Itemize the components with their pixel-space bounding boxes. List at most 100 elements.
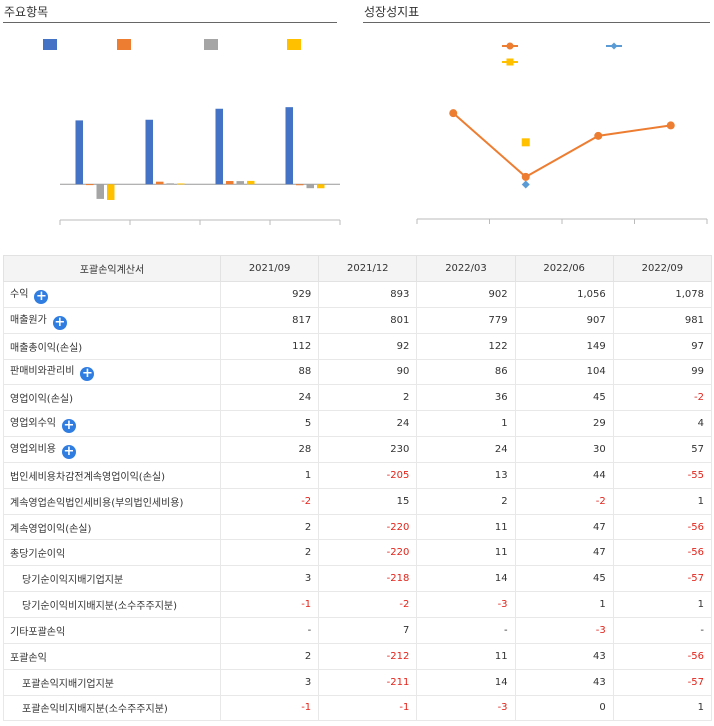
legend-marker-영업이익증가율: [610, 42, 618, 50]
value-cell: 28: [219, 436, 320, 463]
value-cell: 112: [219, 332, 320, 360]
series-line-매출액증가율: [452, 112, 671, 179]
expand-plus-icon[interactable]: +: [62, 418, 76, 434]
value-cell: 907: [514, 306, 614, 334]
value-cell: -56: [612, 642, 713, 670]
value-cell: 15: [318, 487, 418, 515]
bar-영업이익-2021-12: [86, 184, 94, 186]
row-label: 포괄손익지배기업지분: [22, 678, 114, 690]
bar-영업이익-2022-06: [226, 181, 234, 185]
main-items-bar-chart: [43, 39, 341, 225]
row-label: 법인세비용차감전계속영업이익(손실): [10, 471, 166, 483]
table-header-period: 2022/09: [612, 255, 713, 282]
value-cell: -2: [219, 487, 320, 515]
row-label-cell: 포괄손익비지배지분(소수주주지분): [3, 694, 221, 722]
value-cell: 2: [219, 642, 320, 670]
value-cell: 45: [514, 384, 614, 412]
bar-영업이익-2022-03: [156, 181, 164, 185]
value-cell: 1,078: [612, 281, 713, 308]
value-cell: 97: [612, 332, 713, 360]
value-cell: 86: [416, 358, 516, 386]
value-cell: -56: [612, 513, 713, 541]
row-label: 포괄손익비지배지분(소수주주지분): [22, 704, 168, 716]
bar-세전이익-2022-03: [166, 183, 174, 185]
table-row: 당기순이익비지배지분(소수주주지분) -1 -2 -3 1 1: [3, 591, 713, 618]
row-label-cell: 당기순이익지배기업지분: [3, 565, 221, 593]
table-row: 수익 +929 893 902 1,056 1,078: [3, 281, 713, 308]
row-label-cell: 포괄손익: [3, 642, 221, 670]
row-label: 영업이익(손실): [10, 394, 74, 406]
row-label: 영업외수익: [10, 418, 56, 430]
value-cell: 1,056: [514, 281, 614, 308]
value-cell: -57: [612, 565, 713, 593]
value-cell: -220: [318, 539, 418, 567]
value-cell: 4: [612, 410, 713, 438]
table-row: 판매비와관리비 +88 90 86 104 99: [3, 358, 713, 386]
row-label-cell: 영업외비용 +: [3, 436, 221, 463]
value-cell: 779: [416, 306, 516, 334]
row-label-cell: 법인세비용차감전계속영업이익(손실): [3, 461, 221, 489]
left-panel-title-rule: [3, 22, 337, 23]
table-row: 포괄손익지배기업지분 3 -211 14 43 -57: [3, 668, 713, 696]
value-cell: -2: [514, 487, 614, 515]
row-label: 영업외비용: [10, 443, 56, 455]
right-panel-title-rule: [363, 22, 710, 23]
row-label: 판매비와관리비: [10, 366, 75, 378]
right-panel-title: 성장성지표: [364, 5, 420, 19]
expand-plus-icon[interactable]: +: [52, 314, 67, 330]
value-cell: -: [219, 616, 320, 644]
table-header-period: 2021/09: [219, 255, 320, 282]
value-cell: 43: [514, 668, 614, 696]
table-row: 기타포괄손익 -7- -3-: [3, 616, 713, 644]
value-cell: -205: [318, 461, 418, 489]
point-매출액증가율-2022-06: [594, 131, 603, 140]
value-cell: 30: [514, 436, 614, 463]
legend-swatch-매출액: [43, 39, 57, 50]
table-row: 포괄손익비지배지분(소수주주지분) -1 -1 -3 0 1: [3, 694, 713, 722]
table-row: 매출원가 +817 801 779 907 981: [3, 306, 713, 334]
table-row: 당기순이익지배기업지분 3 -218 14 45 -57: [3, 565, 713, 593]
value-cell: 45: [514, 565, 614, 593]
bar-순이익-2021-12: [107, 184, 115, 200]
value-cell: 43: [514, 642, 614, 670]
bar-세전이익-2022-06: [236, 181, 244, 185]
value-cell: 44: [514, 461, 614, 489]
value-cell: 1: [416, 410, 516, 438]
table-row: 총당기순이익 2 -220 11 47 -56: [3, 539, 713, 567]
value-cell: 230: [318, 436, 418, 463]
point-매출액증가율-2021-12: [449, 109, 458, 118]
value-cell: -211: [318, 668, 418, 696]
row-label-cell: 매출총이익(손실): [3, 332, 221, 360]
expand-plus-icon[interactable]: +: [80, 366, 95, 382]
value-cell: 99: [612, 358, 713, 386]
value-cell: -3: [514, 616, 614, 644]
row-label: 계속영업손익법인세비용(부의법인세비용): [10, 497, 184, 509]
value-cell: 1: [219, 461, 320, 489]
value-cell: 11: [416, 513, 516, 541]
row-label-cell: 계속영업손익법인세비용(부의법인세비용): [3, 487, 221, 515]
bar-순이익-2022-06: [247, 180, 255, 185]
value-cell: 11: [416, 642, 516, 670]
value-cell: 36: [416, 384, 516, 412]
value-cell: 3: [219, 565, 320, 593]
table-row: 영업이익(손실) 24 2 36 45 -2: [3, 384, 713, 412]
value-cell: -2: [612, 384, 713, 412]
value-cell: 13: [416, 461, 516, 489]
value-cell: 122: [416, 332, 516, 360]
row-label-cell: 당기순이익비지배지분(소수주주지분): [3, 591, 221, 618]
bar-순이익-2022-09: [317, 184, 325, 189]
value-cell: 5: [219, 410, 320, 438]
row-label: 포괄손익: [10, 652, 47, 664]
expand-plus-icon[interactable]: +: [62, 443, 76, 459]
table-header-title: 포괄손익계산서: [3, 255, 221, 282]
value-cell: -220: [318, 513, 418, 541]
income-statement-table: 포괄손익계산서 2021/09 2021/12 2022/03 2022/06 2022/…: [3, 255, 713, 722]
value-cell: -55: [612, 461, 713, 489]
value-cell: -1: [318, 694, 418, 722]
table-row: 법인세비용차감전계속영업이익(손실) 1 -205 13 44 -55: [3, 461, 713, 489]
value-cell: 24: [416, 436, 516, 463]
row-label-cell: 매출원가 +: [3, 306, 221, 334]
value-cell: 24: [318, 410, 418, 438]
table-header-period: 2022/06: [514, 255, 614, 282]
expand-plus-icon[interactable]: +: [34, 288, 49, 304]
